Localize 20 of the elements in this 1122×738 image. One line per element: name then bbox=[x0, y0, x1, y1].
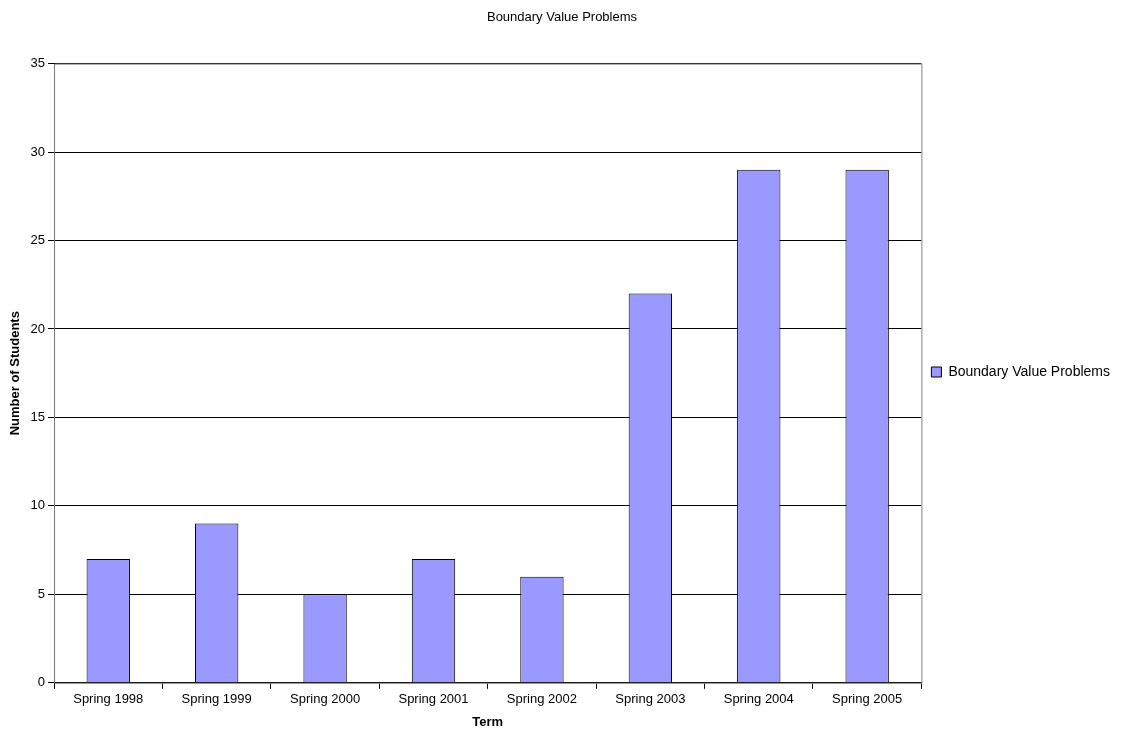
y-tick-label: 15 bbox=[30, 409, 46, 425]
x-tick-label: Spring 2002 bbox=[506, 691, 577, 707]
y-tick-label: 35 bbox=[30, 55, 46, 71]
x-tick-label: Spring 2001 bbox=[398, 691, 469, 707]
y-tick-label: 30 bbox=[30, 143, 46, 159]
x-axis-title: Term bbox=[472, 713, 504, 729]
x-tick-label: Spring 2004 bbox=[723, 691, 794, 707]
legend-label: Boundary Value Problems bbox=[948, 362, 1110, 379]
x-tick-label: Spring 1999 bbox=[181, 691, 252, 707]
x-tick-label: Spring 2005 bbox=[832, 691, 903, 707]
y-tick-label: 25 bbox=[30, 232, 46, 248]
y-axis-title: Number of Students bbox=[7, 311, 23, 436]
x-tick-label: Spring 2003 bbox=[615, 691, 686, 707]
y-tick-label: 10 bbox=[30, 497, 46, 513]
x-tick-label: Spring 2000 bbox=[290, 691, 361, 707]
y-tick-label: 20 bbox=[30, 320, 46, 336]
y-tick-label: 5 bbox=[37, 585, 46, 601]
y-tick-label: 0 bbox=[37, 674, 46, 690]
chart-title: Boundary Value Problems bbox=[486, 9, 638, 25]
x-tick-label: Spring 1998 bbox=[73, 691, 144, 707]
